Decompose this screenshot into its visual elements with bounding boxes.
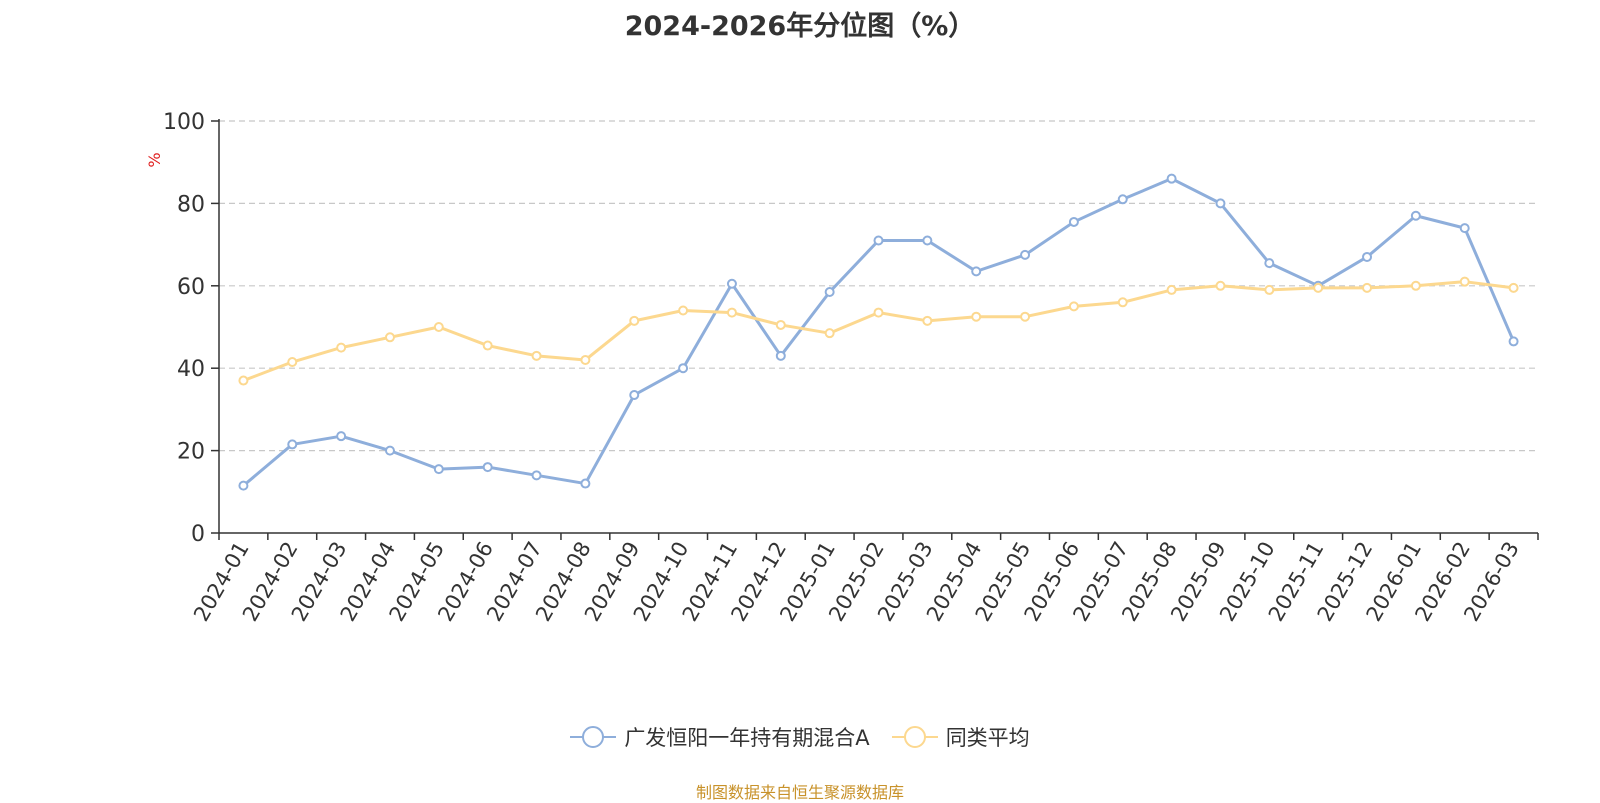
data-point (1362, 251, 1373, 262)
data-point (775, 319, 786, 330)
data-point (922, 315, 933, 326)
data-point (238, 375, 249, 386)
y-axis-unit-label: % (145, 152, 164, 167)
data-point (1117, 194, 1128, 205)
legend-marker (903, 726, 926, 748)
data-point (824, 286, 835, 297)
data-point (336, 431, 347, 442)
chart-title: 2024-2026年分位图（%） (624, 11, 976, 42)
data-point (1068, 301, 1079, 312)
data-point (1264, 284, 1275, 295)
data-point (336, 342, 347, 353)
data-point (433, 322, 444, 332)
data-point (238, 480, 249, 491)
data-point (433, 464, 444, 475)
data-point (629, 315, 640, 326)
data-point (1459, 223, 1470, 234)
data-point (1410, 280, 1421, 291)
data-point (629, 389, 640, 400)
data-point (287, 439, 298, 450)
y-tick-label: 80 (177, 192, 205, 217)
data-point (726, 278, 737, 289)
data-point (1020, 249, 1031, 260)
data-point (726, 307, 737, 318)
data-point (1215, 198, 1226, 209)
data-point (1410, 210, 1421, 221)
data-point (1508, 336, 1519, 347)
data-point (531, 470, 542, 481)
y-tick-label: 100 (163, 110, 205, 135)
legend-label: 广发恒阳一年持有期混合A (624, 726, 870, 750)
legend-swatch (570, 726, 617, 748)
series-2 (238, 276, 1519, 386)
y-tick-label: 60 (177, 275, 205, 300)
series-lines (238, 173, 1519, 491)
data-point (678, 363, 689, 374)
data-point (922, 235, 933, 246)
y-tick-label: 0 (191, 522, 205, 547)
data-point (580, 478, 591, 489)
legend-swatch (891, 726, 938, 748)
series-line (242, 177, 1515, 487)
data-point (873, 307, 884, 318)
data-point (531, 350, 542, 361)
series-1 (238, 173, 1519, 491)
data-point (1068, 216, 1079, 227)
series-line (242, 280, 1514, 382)
source-note: 制图数据来自恒生聚源数据库 (695, 783, 904, 802)
data-point (1166, 284, 1177, 295)
data-point (1313, 282, 1324, 293)
data-point (1264, 258, 1275, 269)
legend: 广发恒阳一年持有期混合A 同类平均 (0, 722, 1600, 752)
data-point (971, 266, 982, 277)
data-point (775, 350, 786, 361)
data-point (678, 305, 689, 316)
legend-marker (582, 726, 605, 748)
data-point (873, 235, 884, 246)
data-point (1508, 282, 1519, 293)
legend-item-2[interactable]: 同类平均 (891, 722, 1030, 752)
data-point (1459, 276, 1470, 287)
data-point (580, 354, 591, 365)
data-point (1166, 173, 1177, 184)
data-point (971, 311, 982, 322)
data-point (1117, 297, 1128, 308)
y-tick-label: 40 (177, 357, 205, 382)
legend-label: 同类平均 (945, 726, 1030, 750)
data-point (1362, 282, 1373, 293)
grid-lines (219, 120, 1538, 452)
data-point (1020, 311, 1031, 322)
data-point (1215, 280, 1226, 291)
data-point (824, 328, 835, 339)
data-point (482, 462, 493, 473)
data-point (384, 445, 395, 456)
data-point (287, 357, 298, 368)
data-point (482, 340, 493, 351)
y-tick-label: 20 (177, 440, 205, 465)
legend-item-1[interactable]: 广发恒阳一年持有期混合A (570, 722, 870, 752)
data-point (384, 332, 395, 343)
